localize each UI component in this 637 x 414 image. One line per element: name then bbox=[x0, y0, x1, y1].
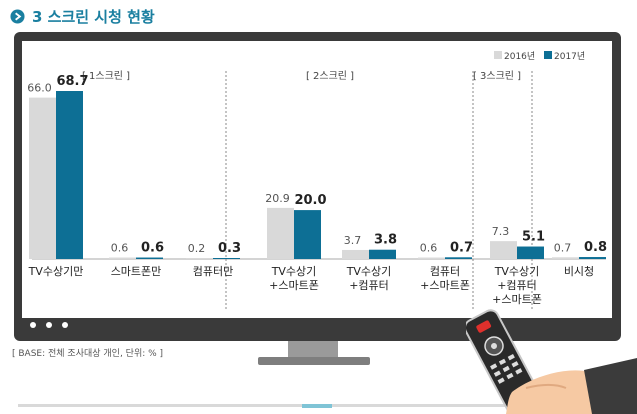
data-label: 3.8 bbox=[374, 233, 397, 248]
category-label: +컴퓨터 bbox=[497, 279, 537, 292]
data-label: 20.9 bbox=[265, 192, 290, 205]
category-label: 비시청 bbox=[564, 265, 594, 278]
bar bbox=[418, 257, 445, 259]
legend-label: 2016년 bbox=[504, 51, 535, 62]
category-label: +스마트폰 bbox=[420, 279, 470, 292]
category-label: TV수상기 bbox=[271, 265, 317, 278]
legend-label: 2017년 bbox=[554, 51, 585, 62]
legend-swatch bbox=[494, 51, 502, 59]
bar bbox=[186, 258, 213, 259]
data-label: 66.0 bbox=[27, 82, 52, 95]
bar bbox=[517, 246, 544, 259]
bar bbox=[267, 207, 294, 259]
group-label: [ 2스크린 ] bbox=[306, 70, 354, 82]
category-label: 스마트폰만 bbox=[111, 265, 162, 278]
monitor-stand bbox=[288, 341, 338, 359]
category-label: TV수상기 bbox=[494, 265, 540, 278]
data-label: 20.0 bbox=[294, 193, 326, 208]
data-label: 7.3 bbox=[492, 225, 510, 238]
group-label: [ 1스크린 ] bbox=[82, 70, 130, 82]
bar bbox=[29, 97, 56, 259]
floor-accent bbox=[302, 404, 332, 408]
bar bbox=[490, 241, 517, 259]
bar-chart: [ 1스크린 ] [ 2스크린 ] [ 3스크린 ] 2016년 2017년 66.0 68… bbox=[27, 51, 607, 309]
data-label: 0.6 bbox=[420, 242, 438, 255]
monitor-base bbox=[258, 357, 370, 365]
monitor-dot bbox=[30, 322, 36, 328]
bar bbox=[342, 249, 369, 259]
data-label: 0.7 bbox=[450, 240, 473, 255]
bar bbox=[552, 257, 579, 259]
floor-line bbox=[18, 404, 578, 407]
data-label: 0.6 bbox=[111, 242, 129, 255]
bar bbox=[445, 257, 472, 259]
category-label: 컴퓨터만 bbox=[193, 265, 233, 278]
bar bbox=[579, 257, 606, 259]
circle-arrow-icon bbox=[10, 8, 25, 24]
bar bbox=[56, 91, 83, 259]
group-label: [ 3스크린 ] bbox=[473, 70, 521, 82]
base-footnote: [ BASE: 전체 조사대상 개인, 단위: % ] bbox=[12, 349, 164, 359]
data-label: 3.7 bbox=[344, 234, 362, 247]
category-label: TV수상기만 bbox=[28, 265, 84, 278]
monitor-dots bbox=[30, 322, 68, 328]
remote-control-hand-icon bbox=[466, 309, 637, 414]
category-label: +스마트폰 bbox=[492, 293, 542, 306]
data-label: 0.3 bbox=[218, 241, 241, 256]
monitor-dot bbox=[46, 322, 52, 328]
page-title: 3 스크린 시청 현황 bbox=[10, 6, 155, 26]
data-label: 0.6 bbox=[141, 241, 164, 256]
page-title-text: 3 스크린 시청 현황 bbox=[32, 7, 155, 26]
data-label: 0.2 bbox=[188, 242, 206, 255]
legend-swatch bbox=[544, 51, 552, 59]
bar bbox=[109, 257, 136, 259]
category-label: TV수상기 bbox=[346, 265, 392, 278]
monitor-dot bbox=[62, 322, 68, 328]
data-label: 68.7 bbox=[56, 74, 88, 89]
bar bbox=[213, 258, 240, 259]
category-label: +스마트폰 bbox=[269, 279, 319, 292]
data-label: 0.7 bbox=[554, 241, 572, 254]
category-label: 컴퓨터 bbox=[430, 265, 460, 278]
bar bbox=[136, 257, 163, 259]
chart-screen: [ 1스크린 ] [ 2스크린 ] [ 3스크린 ] 2016년 2017년 66.0 68… bbox=[22, 41, 612, 318]
category-label: +컴퓨터 bbox=[349, 279, 389, 292]
bar bbox=[294, 210, 321, 259]
bar bbox=[369, 249, 396, 259]
data-label: 5.1 bbox=[522, 230, 545, 245]
data-label: 0.8 bbox=[584, 240, 607, 255]
